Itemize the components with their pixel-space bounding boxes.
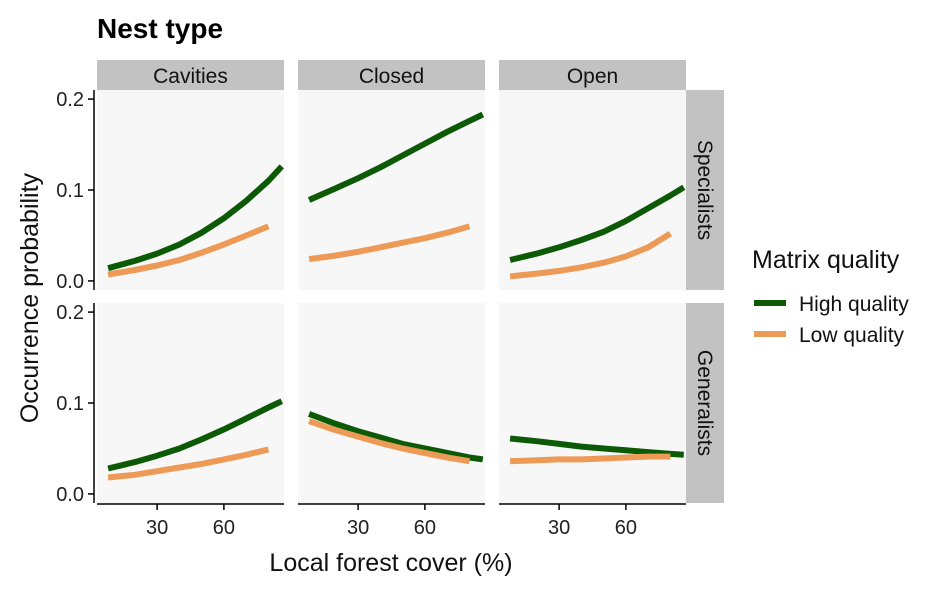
column-strip-label: Open <box>567 65 618 88</box>
legend: Matrix quality High quality Low quality <box>752 246 909 347</box>
panel-generalists-closed <box>298 303 485 503</box>
row-strip <box>686 303 724 503</box>
column-strip <box>499 60 686 90</box>
panel-generalists-cavities <box>97 303 284 503</box>
series-line-low-quality <box>107 223 270 278</box>
y-tick-label: 0.2 <box>56 302 84 324</box>
series-line-low-quality <box>509 231 672 280</box>
series-line-low-quality <box>308 418 470 465</box>
row-strip <box>686 90 724 290</box>
column-strip <box>97 60 284 90</box>
row-strip-label: Generalists <box>693 350 716 456</box>
column-strip-label: Closed <box>359 65 424 88</box>
column-strip-label: Cavities <box>153 65 228 88</box>
x-tick-label: 30 <box>347 517 369 539</box>
x-tick-label: 30 <box>548 517 570 539</box>
series-line-low-quality <box>509 453 671 465</box>
y-tick-label: 0.1 <box>56 180 84 202</box>
y-tick-label: 0.2 <box>56 89 84 111</box>
row-strip-label: Specialists <box>693 140 716 240</box>
series-line-high-quality <box>107 164 285 272</box>
x-tick-label: 30 <box>146 517 168 539</box>
panel-generalists-open <box>499 303 686 503</box>
series-line-high-quality <box>509 435 685 458</box>
x-axis-title: Local forest cover (%) <box>269 549 512 577</box>
y-axis-title: Occurrence probability <box>16 172 44 423</box>
series-line-high-quality <box>107 398 284 472</box>
legend-title: Matrix quality <box>752 246 900 274</box>
series-line-low-quality <box>107 446 270 481</box>
legend-label: High quality <box>799 293 909 316</box>
x-tick-label: 60 <box>615 517 637 539</box>
legend-label: Low quality <box>799 324 905 347</box>
y-tick-label: 0.0 <box>56 484 84 506</box>
y-tick-label: 0.1 <box>56 393 84 415</box>
panel-specialists-open <box>499 90 686 290</box>
series-line-high-quality <box>509 184 686 263</box>
chart-title: Nest type <box>97 13 223 44</box>
x-tick-label: 60 <box>414 517 436 539</box>
column-strip <box>298 60 485 90</box>
facet-panels: Cavities Closed Open Specialists Generalists… <box>56 60 724 539</box>
series-line-high-quality <box>307 111 485 203</box>
series-line-low-quality <box>308 223 471 263</box>
series-line-high-quality <box>308 411 484 463</box>
y-tick-label: 0.0 <box>56 271 84 293</box>
x-tick-label: 60 <box>213 517 235 539</box>
